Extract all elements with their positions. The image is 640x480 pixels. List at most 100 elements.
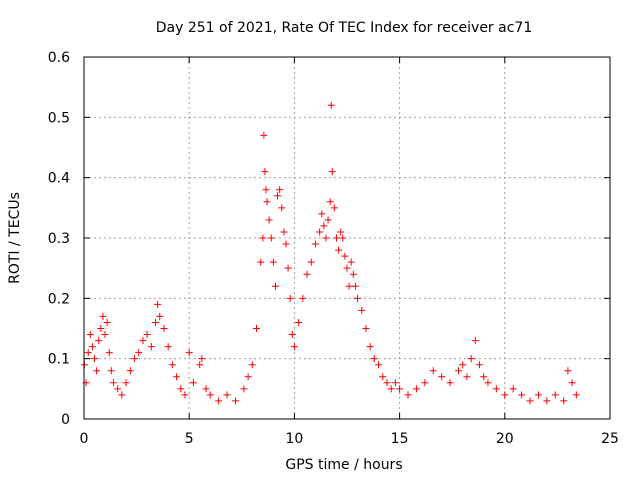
data-point <box>295 318 303 326</box>
data-point <box>198 355 206 363</box>
data-point <box>260 131 268 139</box>
data-point <box>280 228 288 236</box>
grid-lines <box>84 57 610 419</box>
data-point <box>215 397 223 405</box>
data-point <box>101 331 109 339</box>
data-point <box>152 318 160 326</box>
x-tick-label: 0 <box>80 431 89 447</box>
data-point <box>379 373 387 381</box>
data-point <box>139 337 147 345</box>
data-point <box>105 349 113 357</box>
data-point <box>168 361 176 369</box>
data-point <box>349 270 357 278</box>
data-point <box>476 361 484 369</box>
data-point <box>286 294 294 302</box>
y-axis-label: ROTI / TECUs <box>7 192 23 284</box>
y-tick-label: 0.2 <box>48 291 70 307</box>
data-point <box>263 198 271 206</box>
data-point <box>284 264 292 272</box>
data-point <box>147 343 155 351</box>
data-point <box>274 192 282 200</box>
data-point <box>311 240 319 248</box>
data-point <box>126 367 134 375</box>
data-point <box>463 373 471 381</box>
data-point <box>93 367 101 375</box>
y-tick-label: 0.1 <box>48 352 70 368</box>
data-point <box>572 391 580 399</box>
data-point <box>320 222 328 230</box>
data-point <box>391 379 399 387</box>
data-point <box>343 264 351 272</box>
data-point <box>492 385 500 393</box>
data-point <box>509 385 517 393</box>
x-tick-labels: 0 5 10 15 20 25 <box>80 431 619 447</box>
data-point <box>383 379 391 387</box>
data-point <box>114 385 122 393</box>
data-point <box>560 397 568 405</box>
x-tick-label: 5 <box>185 431 194 447</box>
data-point <box>276 186 284 194</box>
data-point <box>269 258 277 266</box>
data-point <box>459 361 467 369</box>
data-point <box>337 228 345 236</box>
data-point <box>307 258 315 266</box>
data-point <box>484 379 492 387</box>
data-point <box>375 361 383 369</box>
data-point <box>534 391 542 399</box>
data-point <box>103 318 111 326</box>
data-point <box>351 282 359 290</box>
data-point <box>99 312 107 320</box>
data-point <box>91 355 99 363</box>
y-tick-label: 0.5 <box>48 110 70 126</box>
data-point <box>404 391 412 399</box>
data-point <box>467 355 475 363</box>
data-point <box>265 216 273 224</box>
data-point <box>196 361 204 369</box>
data-point <box>526 397 534 405</box>
data-point <box>358 306 366 314</box>
data-point <box>271 282 279 290</box>
axis-ticks <box>83 56 611 420</box>
data-point <box>568 379 576 387</box>
data-point <box>326 198 334 206</box>
data-point <box>438 373 446 381</box>
data-point <box>335 246 343 254</box>
data-point <box>181 391 189 399</box>
data-point <box>189 379 197 387</box>
data-point <box>362 325 370 332</box>
data-point <box>240 385 248 393</box>
chart-title: Day 251 of 2021, Rate Of TEC Index for r… <box>156 20 532 36</box>
data-point <box>262 186 270 194</box>
y-tick-label: 0 <box>61 412 70 428</box>
data-point <box>259 234 267 242</box>
data-point <box>551 391 559 399</box>
data-point <box>202 385 210 393</box>
data-point <box>455 367 463 375</box>
data-point <box>97 325 105 332</box>
data-point <box>160 325 168 332</box>
data-point <box>223 391 231 399</box>
data-point <box>248 361 256 369</box>
data-point <box>543 397 551 405</box>
data-point <box>339 234 347 242</box>
data-point <box>109 379 117 387</box>
data-point <box>299 294 307 302</box>
data-point <box>282 240 290 248</box>
data-point <box>501 391 509 399</box>
data-point <box>471 337 479 345</box>
data-point <box>173 373 181 381</box>
data-point <box>341 252 349 260</box>
data-point <box>135 349 143 357</box>
data-point <box>261 168 269 176</box>
data-point <box>231 397 239 405</box>
data-point <box>322 234 330 242</box>
data-points <box>80 101 580 405</box>
data-point <box>316 228 324 236</box>
data-point <box>185 349 193 357</box>
data-point <box>86 331 94 339</box>
x-tick-label: 20 <box>496 431 514 447</box>
data-point <box>288 331 296 339</box>
data-point <box>387 385 395 393</box>
y-tick-labels: 0 0.1 0.2 0.3 0.4 0.5 0.6 <box>48 50 70 428</box>
data-point <box>290 343 298 351</box>
